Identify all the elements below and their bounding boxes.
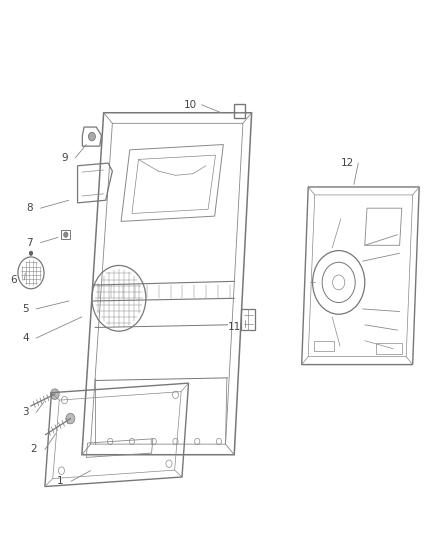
Text: 6: 6: [10, 274, 17, 285]
Text: 9: 9: [61, 153, 68, 163]
Text: 12: 12: [341, 158, 354, 168]
Text: 2: 2: [31, 445, 37, 455]
Text: 7: 7: [26, 238, 33, 248]
Text: 8: 8: [26, 203, 33, 213]
Text: 3: 3: [22, 407, 28, 417]
Text: 1: 1: [57, 477, 64, 486]
Circle shape: [88, 132, 95, 141]
Text: 4: 4: [22, 333, 28, 343]
Text: 11: 11: [228, 322, 241, 333]
Circle shape: [50, 389, 59, 399]
Text: 5: 5: [22, 304, 28, 314]
Circle shape: [64, 232, 68, 237]
Text: 10: 10: [184, 100, 197, 110]
Circle shape: [66, 413, 75, 424]
Circle shape: [29, 251, 33, 255]
